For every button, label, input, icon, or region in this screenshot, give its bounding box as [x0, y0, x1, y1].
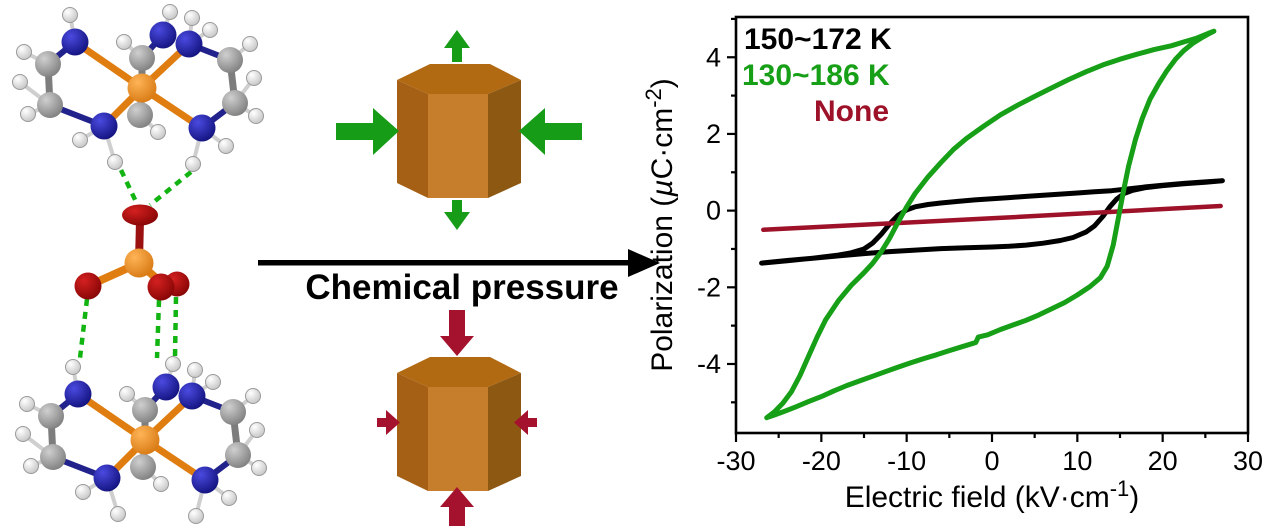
x-tick-label: 0	[984, 446, 999, 476]
hydrogen-bonds	[77, 169, 193, 359]
series-150-172-k	[759, 178, 1225, 266]
y-tick-label: 4	[706, 42, 721, 72]
press-arrow-right-small-icon	[514, 410, 537, 435]
compress-arrow-right-icon	[519, 108, 582, 155]
press-arrow-up-icon	[440, 487, 474, 526]
x-tick-label: 30	[1233, 446, 1263, 476]
legend-item-0: 150~172 K	[744, 23, 892, 56]
series-none	[761, 203, 1223, 233]
axis-ticks	[727, 17, 1250, 442]
y-tick-label: 2	[706, 119, 721, 149]
oxygen-atom	[122, 204, 158, 226]
x-tick-label: 10	[1062, 446, 1092, 476]
chemical-pressure-label: Chemical pressure	[305, 268, 619, 307]
y-axis-title: Polarization (µC·cm-2)	[641, 78, 679, 372]
legend-item-2: None	[814, 95, 889, 128]
anion	[74, 204, 190, 301]
phosphorus-atom	[124, 248, 154, 278]
x-tick-label: -20	[802, 446, 841, 476]
x-axis-title: Electric field (kV·cm-1)	[845, 476, 1140, 514]
x-tick-label: -10	[887, 446, 926, 476]
series-130-186-k	[764, 28, 1217, 421]
expand-arrow-down-icon	[444, 200, 470, 230]
press-arrow-down-icon	[440, 310, 474, 356]
crystal-bottom	[377, 310, 537, 526]
y-tick-label: -2	[697, 272, 721, 302]
press-arrow-left-small-icon	[377, 410, 400, 435]
crystal-top	[336, 30, 582, 230]
oxygen-atom	[74, 272, 102, 300]
expand-arrow-up-icon	[444, 30, 470, 62]
oxygen-atom	[147, 273, 175, 301]
y-tick-label: 0	[706, 196, 721, 226]
compress-arrow-left-icon	[336, 108, 399, 155]
reaction-arrow	[258, 249, 660, 277]
molecular-structure-figure	[0, 0, 330, 526]
x-tick-label: -30	[716, 446, 755, 476]
x-tick-label: 20	[1148, 446, 1178, 476]
chemical-pressure-scheme	[258, 30, 660, 526]
y-tick-label: -4	[697, 349, 721, 379]
legend-item-1: 130~186 K	[742, 59, 890, 92]
